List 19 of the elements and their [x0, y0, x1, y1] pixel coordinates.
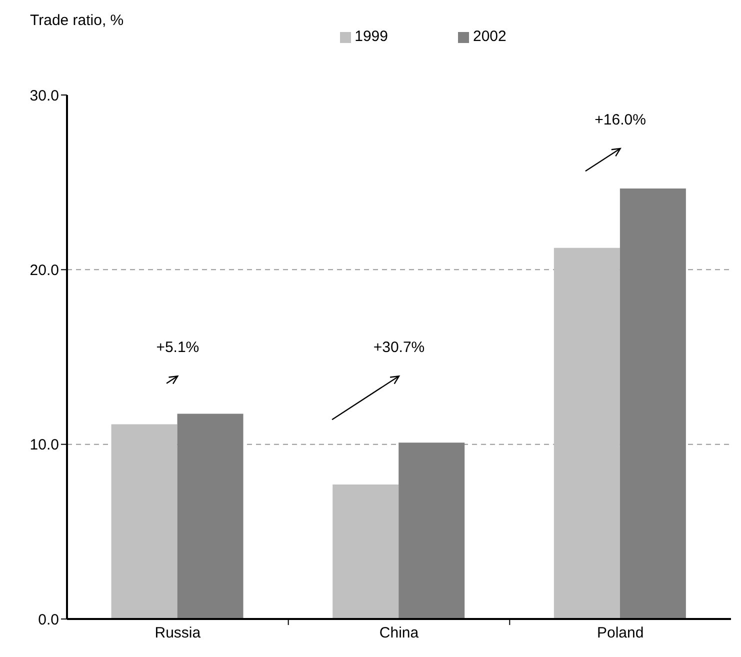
bar — [620, 188, 686, 619]
y-tick-label: 30.0 — [30, 87, 59, 104]
bar — [332, 484, 399, 619]
y-tick-label: 0.0 — [38, 611, 59, 628]
x-tick-label: Poland — [596, 624, 644, 642]
y-tick-label: 20.0 — [30, 262, 59, 279]
annotation: +16.0% — [594, 111, 646, 128]
annotation: +5.1% — [156, 339, 200, 356]
legend-label: 1999 — [354, 28, 388, 45]
x-tick-label: China — [379, 624, 420, 642]
bar — [177, 414, 244, 619]
bar — [398, 442, 465, 619]
bar — [111, 424, 178, 619]
y-tick-label: 10.0 — [30, 436, 59, 454]
x-tick-label: Russia — [154, 624, 202, 642]
annotation: +30.7% — [373, 339, 425, 356]
legend-label: 2002 — [473, 28, 506, 45]
y-axis-title: Trade ratio, % — [30, 12, 124, 29]
bar — [554, 248, 620, 619]
